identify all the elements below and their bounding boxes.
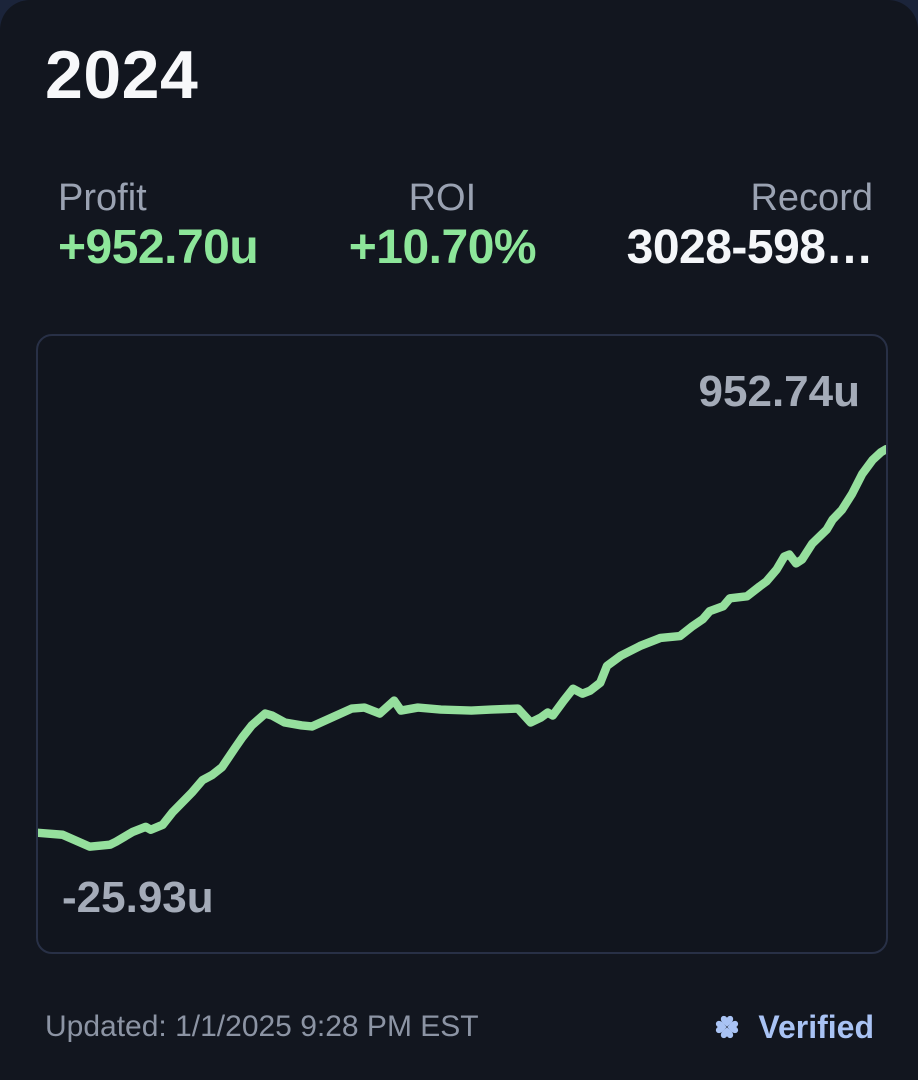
profit-line-chart[interactable]: [38, 336, 886, 952]
stat-roi-label: ROI: [408, 177, 477, 219]
updated-timestamp: Updated: 1/1/2025 9:28 PM EST: [45, 1010, 479, 1043]
stat-record: Record 3028-598…: [626, 176, 874, 276]
stat-profit-value: +952.70u: [58, 221, 259, 274]
card-title: 2024: [45, 37, 199, 113]
stat-roi: ROI +10.70%: [348, 176, 537, 276]
profit-chart-panel[interactable]: 952.74u -25.93u: [36, 334, 888, 954]
chart-min-label: -25.93u: [62, 873, 214, 922]
verified-label: Verified: [758, 1009, 874, 1045]
stat-record-value: 3028-598…: [626, 221, 874, 274]
stat-profit-label: Profit: [58, 177, 147, 219]
clover-icon: [716, 1015, 739, 1039]
verified-badge[interactable]: Verified: [708, 1008, 874, 1046]
stats-row: Profit +952.70u ROI +10.70% Record 3028-…: [0, 176, 918, 276]
stat-profit: Profit +952.70u: [58, 176, 259, 276]
stat-roi-value: +10.70%: [348, 221, 537, 274]
card-footer: Updated: 1/1/2025 9:28 PM EST Verified: [0, 1008, 918, 1046]
chart-max-label: 952.74u: [698, 367, 860, 416]
stat-record-label: Record: [750, 177, 873, 219]
